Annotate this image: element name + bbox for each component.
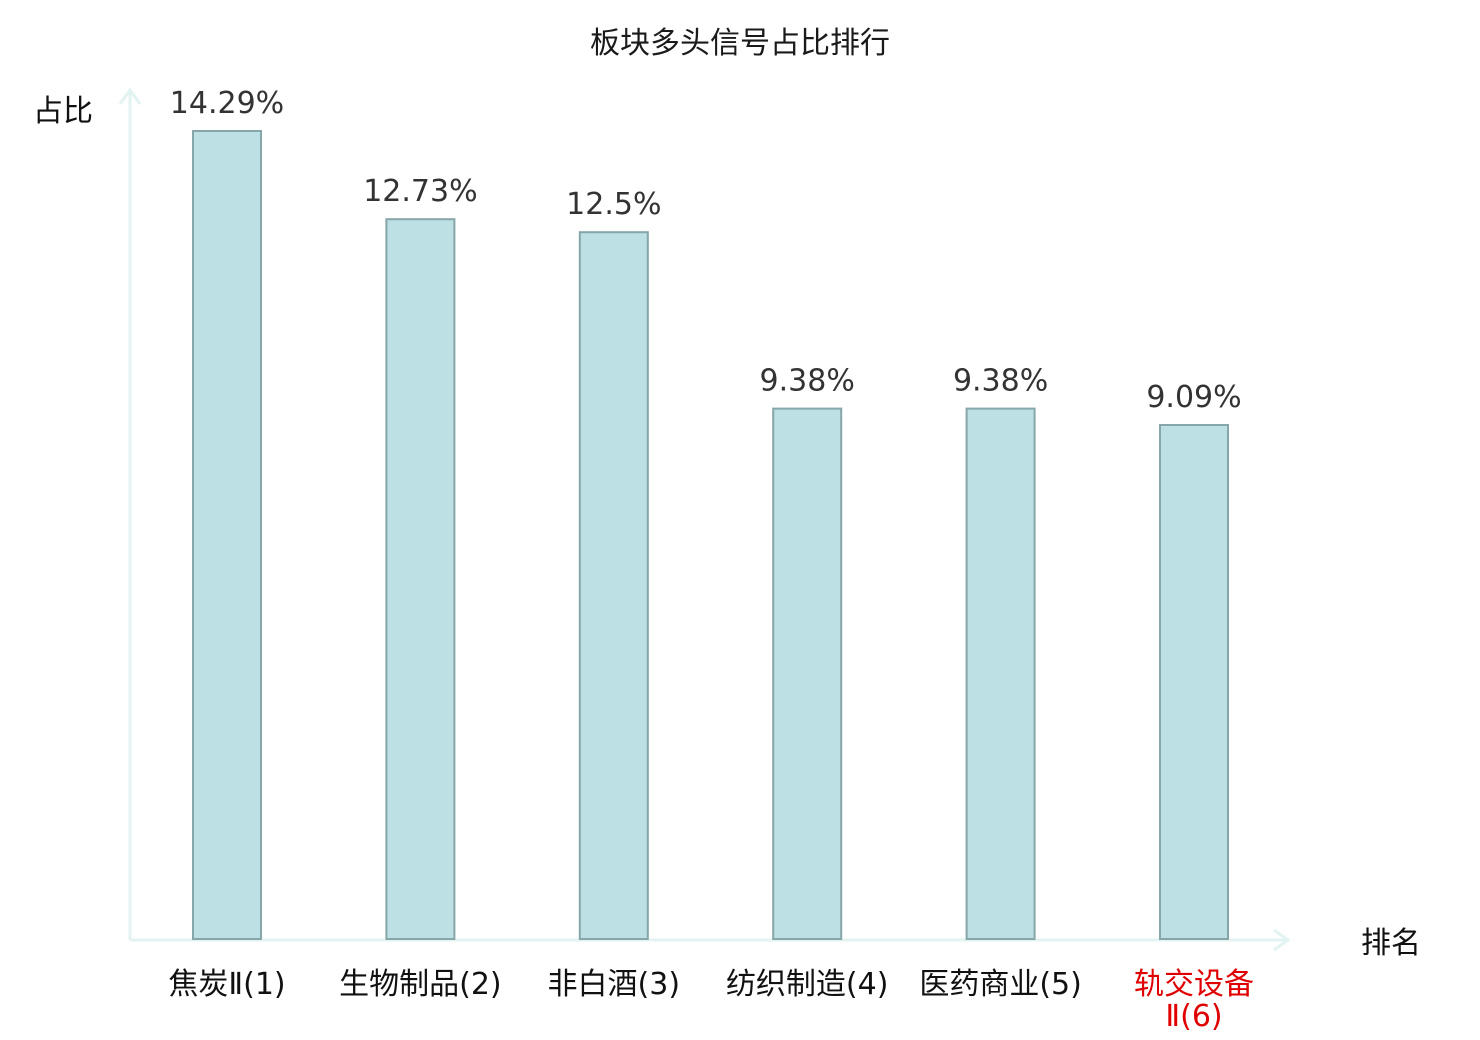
data-label: 12.73% <box>363 174 477 209</box>
y-axis-label: 占比 <box>33 94 93 129</box>
bar <box>1159 424 1229 940</box>
axes <box>118 87 1291 952</box>
chart-title: 板块多头信号占比排行 <box>590 26 890 61</box>
category-labels: 焦炭Ⅱ(1) 生物制品(2) 非白酒(3) 纺织制造(4) 医药商业(5) 轨交设备Ⅱ(6… <box>168 967 1254 1034</box>
x-tick-label: 纺织制造(4) <box>726 967 889 1002</box>
data-label: 14.29% <box>170 86 284 121</box>
x-tick-label: 非白酒(3) <box>548 967 681 1002</box>
x-tick-label: 生物制品(2) <box>339 967 502 1002</box>
value-labels: 14.29% 12.73% 12.5% 9.38% 9.38% 9.09% <box>170 86 1242 415</box>
data-label: 12.5% <box>566 187 661 222</box>
data-label: 9.38% <box>760 364 855 399</box>
bar <box>192 130 262 940</box>
x-tick-label: 医药商业(5) <box>919 967 1082 1002</box>
bar <box>965 407 1036 941</box>
y-axis-arrow <box>118 87 142 105</box>
data-label: 9.09% <box>1146 380 1241 415</box>
bars <box>192 130 1229 941</box>
x-axis-arrow <box>1273 928 1291 952</box>
x-axis-label: 排名 <box>1361 926 1421 961</box>
x-tick-label: Ⅱ(6) <box>1165 999 1222 1034</box>
x-tick-label: 轨交设备 <box>1134 967 1254 1002</box>
x-tick-label: 焦炭Ⅱ(1) <box>168 967 285 1002</box>
bar <box>385 218 456 940</box>
bar <box>578 231 649 940</box>
bar <box>772 407 843 941</box>
data-label: 9.38% <box>953 364 1048 399</box>
